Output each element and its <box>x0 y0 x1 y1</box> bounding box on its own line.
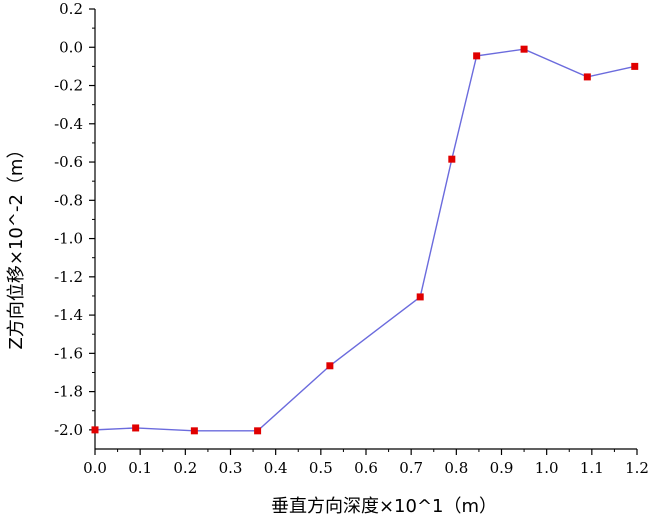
y-axis-title: Z方向位移×10^-2（m） <box>6 141 27 350</box>
x-tick-label: 1.2 <box>625 459 649 477</box>
x-tick-label: 0.4 <box>264 459 288 477</box>
x-tick-label: 1.1 <box>580 459 604 477</box>
data-point-marker <box>254 427 262 435</box>
x-tick-label: 0.7 <box>399 459 423 477</box>
y-tick-label: -0.2 <box>54 77 83 95</box>
y-tick-label: -0.6 <box>54 153 83 171</box>
x-tick-label: 0.6 <box>354 459 378 477</box>
y-tick-label: -1.0 <box>54 230 83 248</box>
data-point-marker <box>91 426 99 434</box>
y-axis-ticks: 0.2 0.0 -0.2 -0.4 -0.6 -0.8 -1.0 -1.2 -1.4 -1.6 -1… <box>54 0 95 439</box>
y-tick-label: 0.0 <box>59 38 83 56</box>
data-point-marker <box>326 362 334 370</box>
data-point-marker <box>416 293 424 301</box>
x-tick-label: 0.1 <box>128 459 152 477</box>
x-tick-label: 1.0 <box>535 459 559 477</box>
x-tick-label: 0.8 <box>444 459 468 477</box>
data-point-marker <box>473 52 481 60</box>
y-tick-label: -2.0 <box>54 421 83 439</box>
data-point-marker <box>448 155 456 163</box>
x-axis-ticks: 0.0 0.1 0.2 0.3 0.4 0.5 0.6 0.7 0.8 0.9 1.0 1.1 1.2 <box>83 449 649 477</box>
y-tick-label: -1.8 <box>54 383 83 401</box>
data-point-marker <box>583 73 591 81</box>
y-tick-label: -1.2 <box>54 268 83 286</box>
y-tick-label: -1.6 <box>54 344 83 362</box>
data-point-marker <box>190 427 198 435</box>
data-point-marker <box>132 424 140 432</box>
data-point-marker <box>631 62 639 70</box>
x-tick-label: 0.0 <box>83 459 107 477</box>
data-series <box>91 45 639 435</box>
y-tick-label: -0.4 <box>54 115 83 133</box>
y-tick-label: -1.4 <box>54 306 83 324</box>
x-tick-label: 0.5 <box>309 459 333 477</box>
y-tick-label: -0.8 <box>54 191 83 209</box>
data-point-marker <box>520 45 528 53</box>
x-tick-label: 0.3 <box>219 459 243 477</box>
y-tick-label: 0.2 <box>59 0 83 18</box>
x-tick-label: 0.2 <box>173 459 197 477</box>
series-line <box>94 48 635 432</box>
x-axis-title: 垂直方向深度×10^1（m） <box>271 496 497 517</box>
x-tick-label: 0.9 <box>490 459 514 477</box>
